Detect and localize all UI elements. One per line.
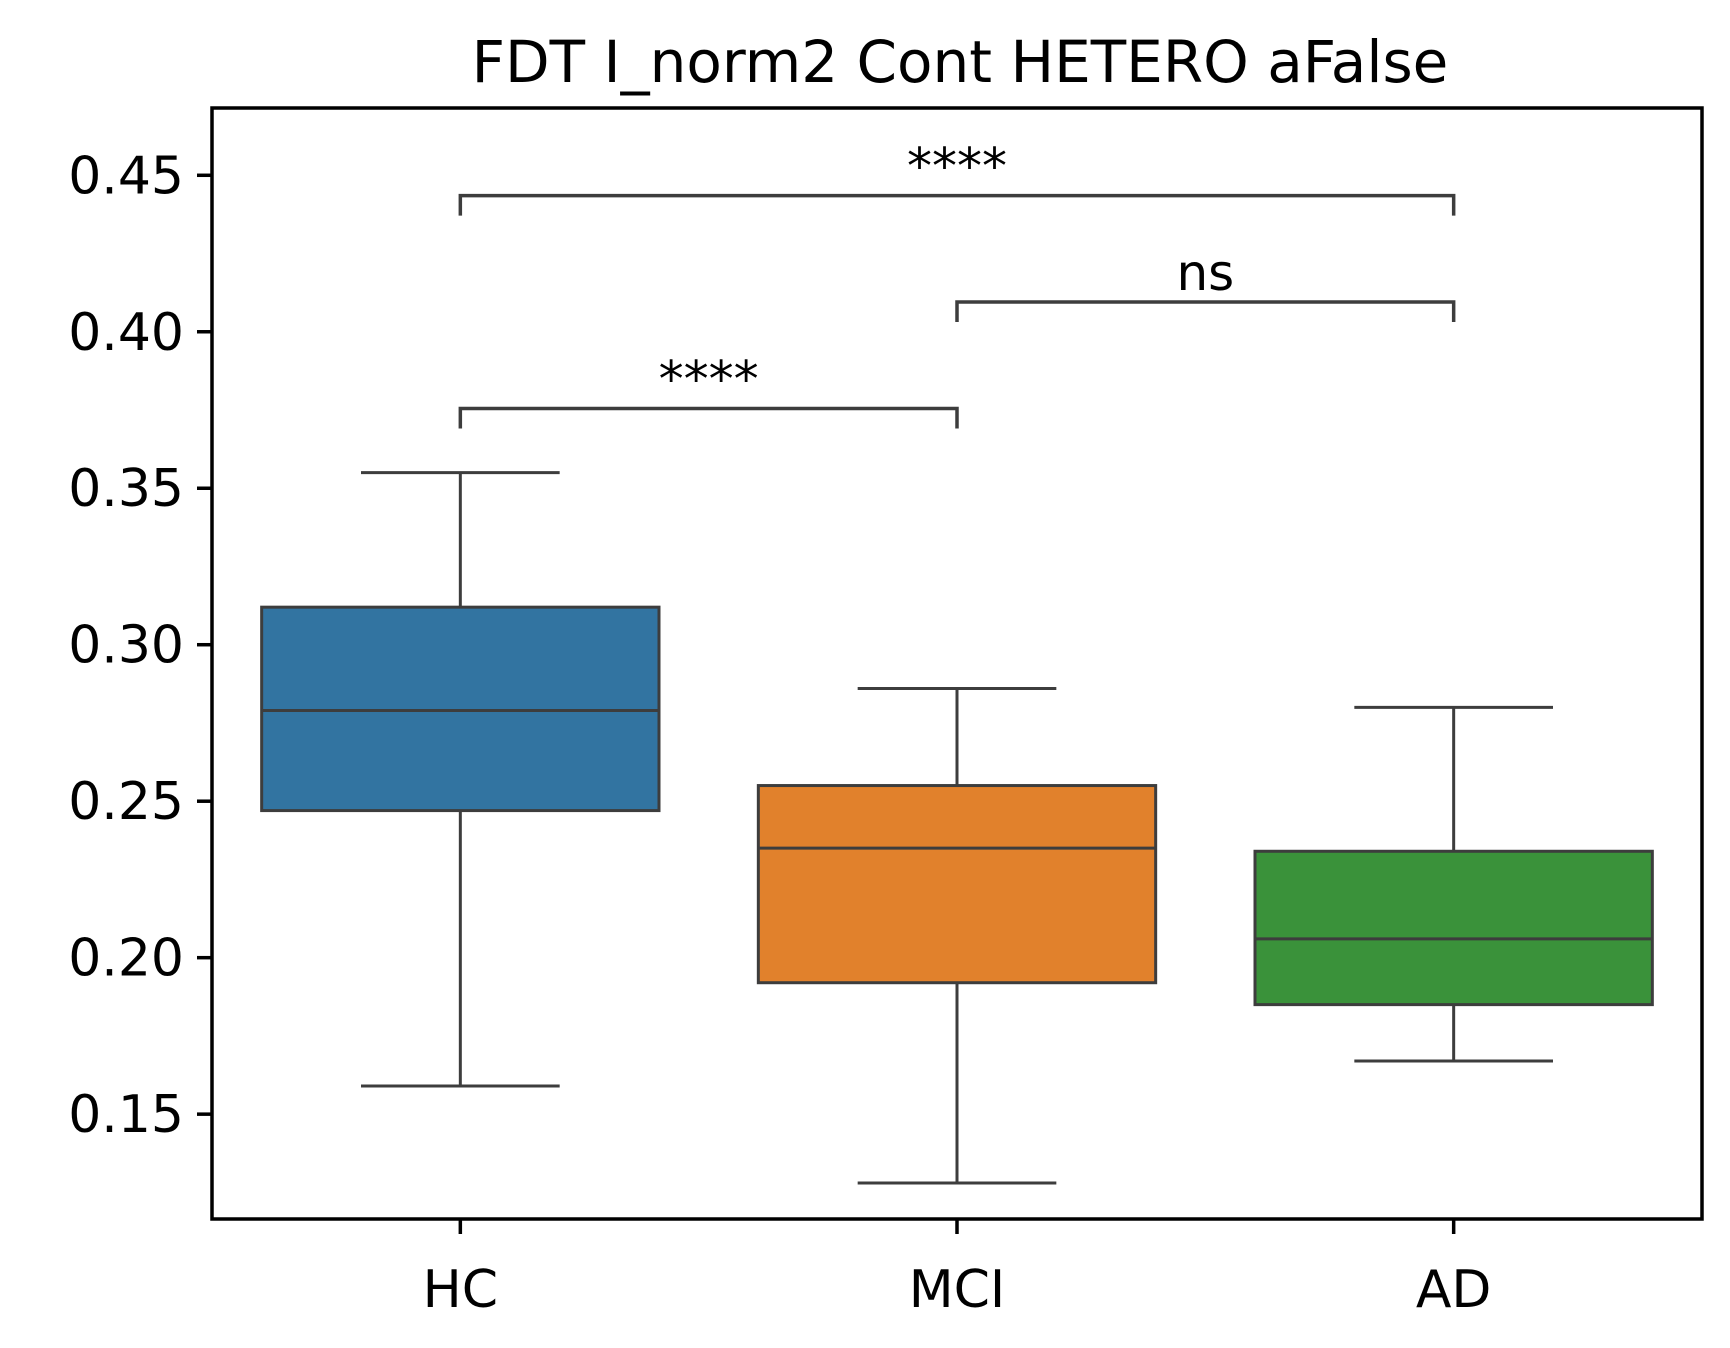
x-tick-label: HC [423, 1260, 498, 1320]
x-axis: HC MCI AD [423, 1219, 1492, 1320]
significance-annotations: **** ns **** [458, 138, 1456, 429]
y-tick-label: 0.30 [68, 616, 184, 676]
significance-label: **** [907, 138, 1007, 196]
bracket-line [458, 406, 959, 429]
iqr-box [260, 605, 661, 813]
box-ad [1253, 705, 1654, 1063]
iqr-box [756, 784, 1158, 985]
y-tick-label: 0.35 [68, 459, 184, 519]
iqr-box [1253, 849, 1654, 1007]
x-tick-label: AD [1416, 1260, 1492, 1320]
significance-bracket: ns [955, 244, 1456, 323]
significance-label: **** [659, 350, 759, 408]
y-tick-label: 0.40 [68, 303, 184, 363]
x-tick-label: MCI [909, 1260, 1006, 1320]
y-tick-label: 0.45 [68, 146, 184, 206]
y-tick-label: 0.25 [68, 772, 184, 832]
y-tick-label: 0.15 [68, 1085, 184, 1145]
chart-title: FDT I_norm2 Cont HETERO aFalse [472, 28, 1449, 96]
significance-bracket: **** [458, 138, 1456, 216]
box-mci [756, 687, 1158, 1185]
significance-bracket: **** [458, 350, 959, 429]
bracket-line [955, 300, 1456, 323]
y-axis: 0.15 0.20 0.25 0.30 0.35 0.40 0.45 [68, 146, 212, 1145]
box-series [260, 471, 1654, 1185]
significance-label: ns [1176, 244, 1234, 302]
y-tick-label: 0.20 [68, 929, 184, 989]
bracket-line [458, 193, 1456, 216]
plot-frame [210, 106, 1704, 1221]
box-hc [260, 471, 661, 1088]
